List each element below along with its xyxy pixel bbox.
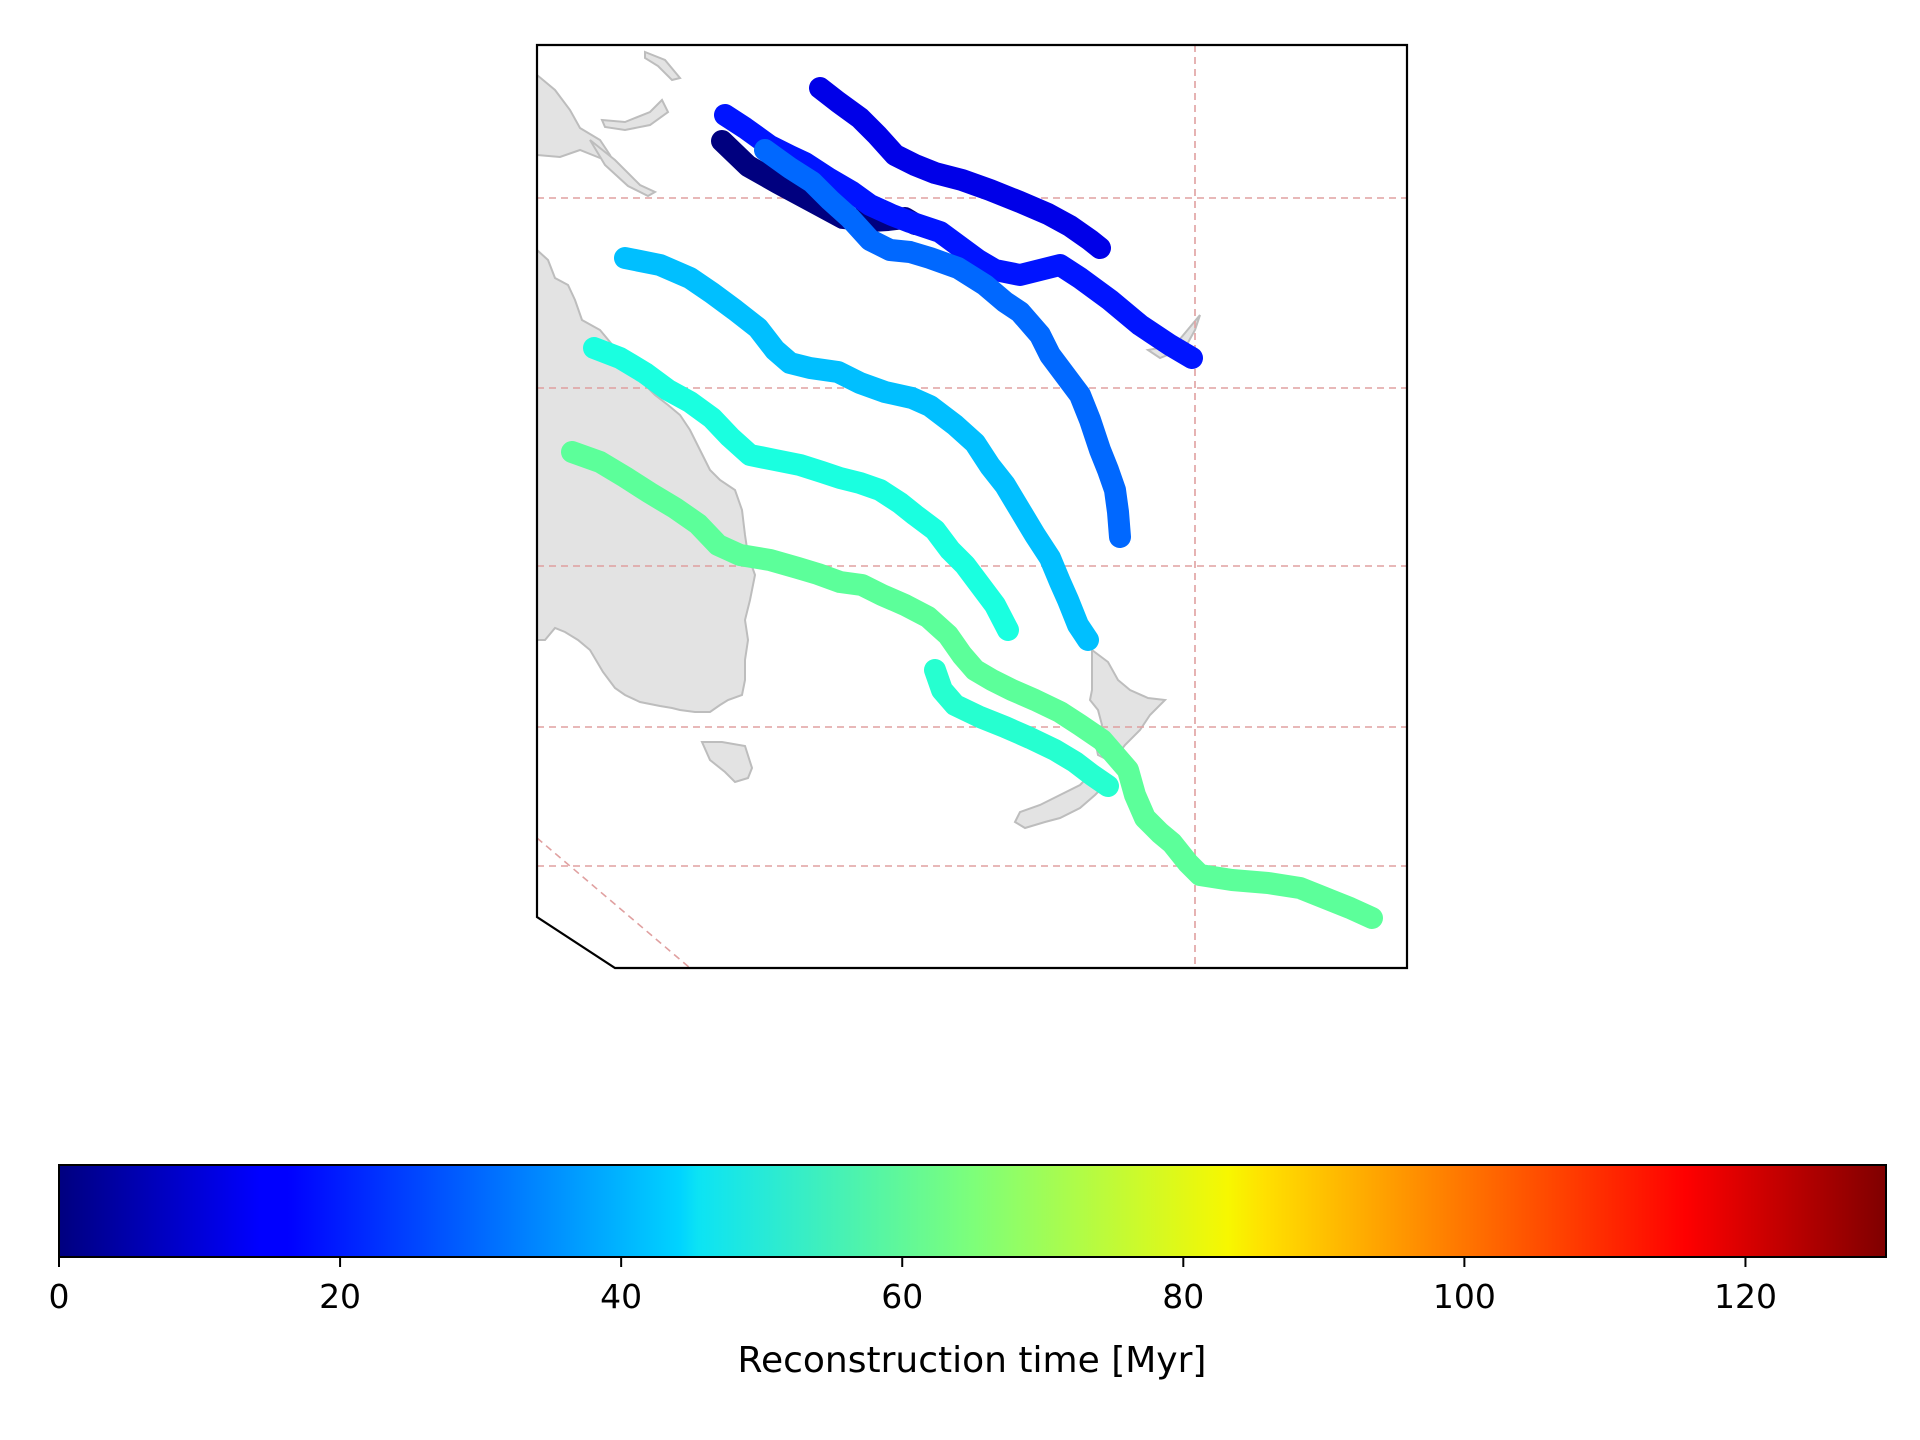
colorbar-tick-label: 100: [1433, 1277, 1496, 1316]
hotspot-track-3: [714, 104, 1203, 369]
land-tasmania: [700, 741, 754, 784]
hotspot-track-5: [614, 247, 1099, 651]
colorbar-tick-label: 120: [1714, 1277, 1777, 1316]
map-panel: [535, 43, 1409, 970]
land-new-ireland: [644, 50, 682, 82]
land-papua-new-guinea: [537, 72, 612, 160]
hotspot-track-8: [561, 441, 1383, 929]
colorbar-tick-label: 0: [49, 1277, 70, 1316]
hotspot-track-7: [924, 659, 1119, 797]
colorbar-ticks: 0 20 40 60 80 100 120: [49, 1257, 1777, 1316]
colorbar: 0 20 40 60 80 100 120 Reconstruction time [Myr…: [49, 1164, 1887, 1381]
hotspot-track-6: [583, 337, 1019, 641]
colorbar-tick-label: 60: [881, 1277, 923, 1316]
land-new-britain: [600, 98, 670, 132]
colorbar-tick-label: 20: [319, 1277, 361, 1316]
hotspot-track-2: [809, 77, 1111, 259]
hotspot-tracks: [561, 77, 1383, 929]
land-nz-south-island: [1013, 768, 1110, 830]
colorbar-label: Reconstruction time [Myr]: [738, 1340, 1207, 1381]
hotspot-track-4: [754, 139, 1131, 548]
grid-line-lon-2: [537, 837, 691, 968]
map-frame: [535, 43, 1409, 970]
colorbar-tick-label: 40: [600, 1277, 642, 1316]
colorbar-gradient: [58, 1164, 1887, 1258]
land-solomon-islands: [589, 139, 658, 198]
map-content: [537, 45, 1407, 968]
colorbar-tick-label: 80: [1162, 1277, 1204, 1316]
